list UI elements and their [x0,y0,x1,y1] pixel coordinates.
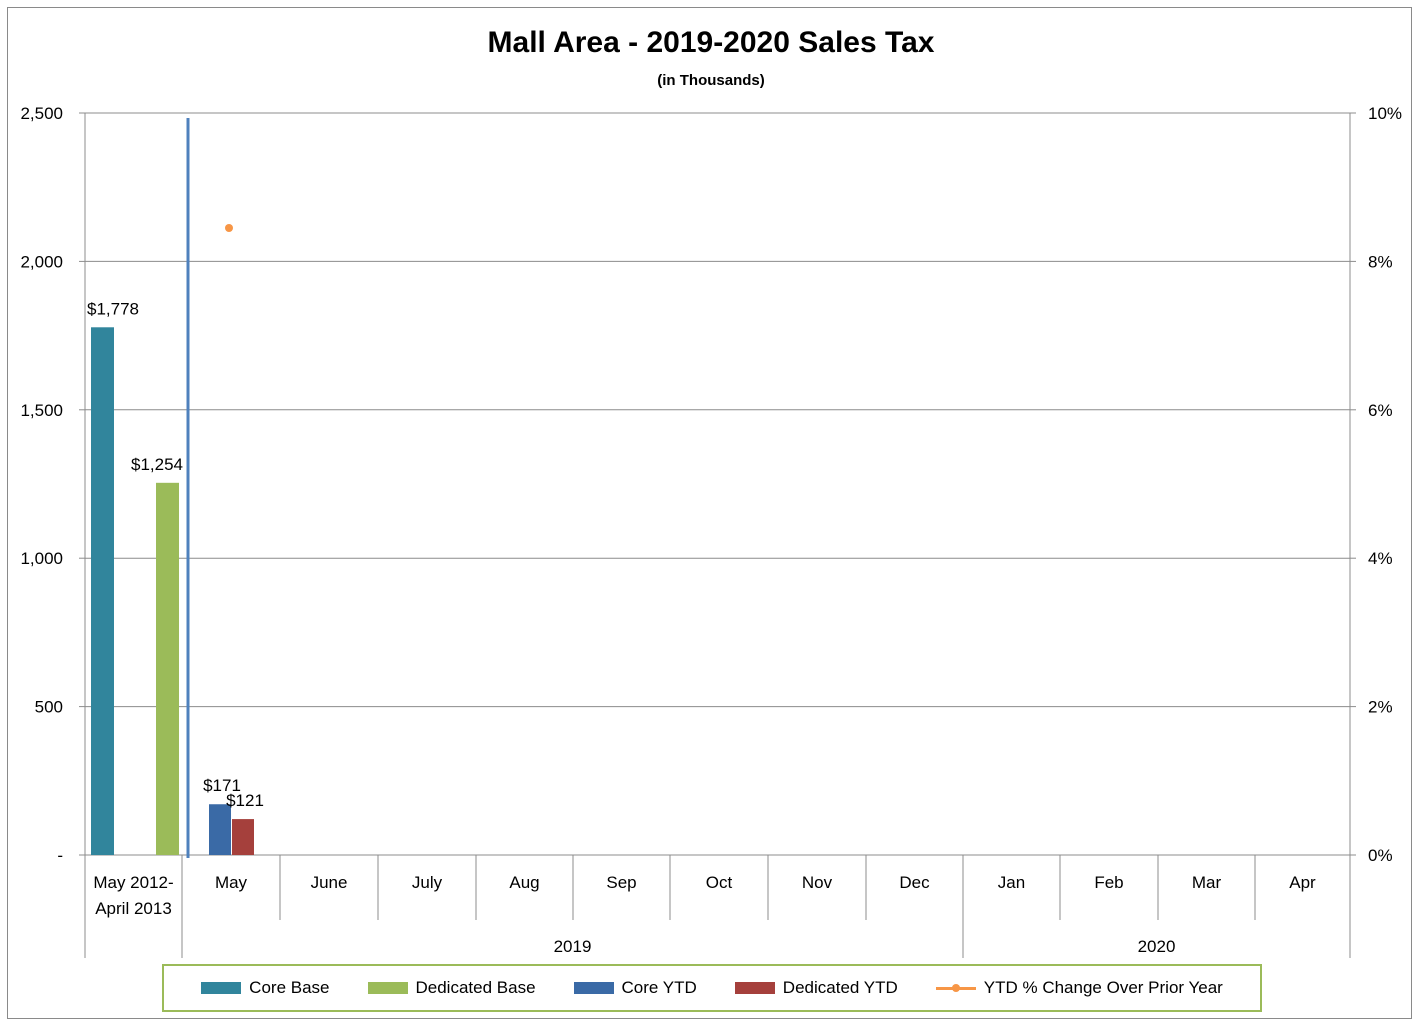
x-tick-label: July [412,873,443,892]
y-right-tick-label: 6% [1368,401,1393,420]
legend-item-core-base: Core Base [201,978,330,998]
x-tick-label: Nov [802,873,833,892]
ytd-change-point [225,224,233,233]
y-right-tick-label: 8% [1368,252,1393,271]
legend-label-core-ytd: Core YTD [621,978,697,997]
x-tick-label: Jan [998,873,1025,892]
x-tick-label: Oct [706,873,733,892]
x-group-label: 2019 [554,937,592,956]
legend-label-dedicated-ytd: Dedicated YTD [782,978,898,997]
legend-item-ytd-change: YTD % Change Over Prior Year [935,978,1223,998]
legend-label-dedicated-base: Dedicated Base [415,978,536,997]
x-tick-label: Sep [606,873,636,892]
x-tick-label: Dec [899,873,930,892]
y-left-tick-label: - [57,846,63,865]
data-label-dedicated-base: $1,254 [131,455,183,474]
y-right-tick-label: 10% [1368,104,1402,123]
legend-marker-ytd-change [935,982,976,994]
x-tick-label: May [215,873,248,892]
x-tick-label: June [311,873,348,892]
bar-core-base [91,327,114,855]
x-tick-label: Mar [1192,873,1222,892]
legend-swatch-dedicated-ytd [734,982,775,994]
y-left-tick-label: 500 [35,698,63,717]
chart-title: Mall Area - 2019-2020 Sales Tax [487,26,935,59]
chart-legend: Core Base Dedicated Base Core YTD Dedica… [162,964,1262,1012]
x-tick-label: Apr [1289,873,1316,892]
legend-label-ytd-change: YTD % Change Over Prior Year [983,978,1223,997]
legend-item-dedicated-base: Dedicated Base [367,978,536,998]
legend-label-core-base: Core Base [249,978,330,997]
data-label-core-ytd: $171 [203,776,241,795]
x-group-label: 2020 [1138,937,1176,956]
x-tick-label: Feb [1094,873,1123,892]
legend-item-dedicated-ytd: Dedicated YTD [734,978,898,998]
legend-item-core-ytd: Core YTD [573,978,697,998]
x-tick-label: May 2012- [93,873,173,892]
data-label-dedicated-ytd: $121 [226,791,264,810]
y-right-tick-label: 0% [1368,846,1393,865]
bar-dedicated-ytd [232,819,254,855]
bar-core-ytd [209,804,231,855]
y-left-tick-label: 2,500 [20,104,63,123]
data-label-core-base: $1,778 [87,299,139,318]
bar-dedicated-base [156,482,179,855]
x-tick-label: April 2013 [95,899,172,918]
y-right-tick-label: 4% [1368,549,1393,568]
x-tick-label: Aug [509,873,539,892]
y-left-tick-label: 1,000 [20,549,63,568]
y-right-tick-label: 2% [1368,698,1393,717]
legend-swatch-dedicated-base [367,982,408,994]
y-left-tick-label: 1,500 [20,401,63,420]
chart-subtitle: (in Thousands) [657,72,765,89]
y-left-tick-label: 2,000 [20,252,63,271]
legend-swatch-core-base [201,982,242,994]
legend-swatch-core-ytd [573,982,614,994]
